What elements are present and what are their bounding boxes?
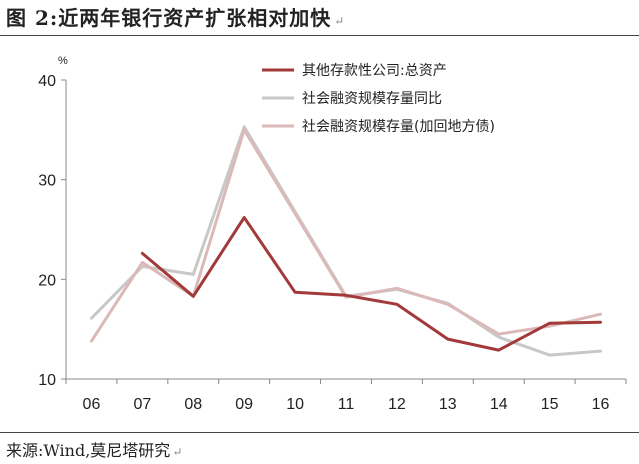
x-tick-label: 15 <box>541 396 559 413</box>
x-tick-label: 08 <box>184 396 202 413</box>
y-tick-label: 10 <box>38 372 56 389</box>
y-tick-label: 20 <box>38 272 56 289</box>
x-tick-label: 13 <box>439 396 457 413</box>
plot-area: % 10 20 30 40 06 07 08 09 10 11 12 13 14 15 16 <box>38 55 627 413</box>
legend-label-3: 社会融资规模存量(加回地方债) <box>302 119 495 135</box>
y-axis-ticks: 10 20 30 40 <box>38 73 66 389</box>
x-tick-label: 12 <box>388 396 406 413</box>
paragraph-mark-icon: ↵ <box>334 14 346 28</box>
y-tick-label: 30 <box>38 173 56 190</box>
y-tick-label: 40 <box>38 73 56 90</box>
series-line-3 <box>90 128 602 343</box>
x-tick-label: 09 <box>235 396 253 413</box>
x-tick-label: 16 <box>592 396 610 413</box>
top-divider <box>0 35 639 36</box>
figure-title-text: 图 2:近两年银行资产扩张相对加快 <box>6 6 332 30</box>
line-chart: % 10 20 30 40 06 07 08 09 10 11 12 13 14 15 16 其他存款性公… <box>38 55 627 413</box>
figure-source-text: 来源:Wind,莫尼塔研究 <box>6 441 171 460</box>
x-tick-label: 10 <box>286 396 304 413</box>
x-tick-label: 06 <box>83 396 101 413</box>
x-axis-ticks: 06 07 08 09 10 11 12 13 14 15 16 <box>65 379 627 413</box>
series-line-2 <box>90 125 602 357</box>
x-tick-label: 11 <box>338 396 355 413</box>
x-tick-label: 14 <box>490 396 508 413</box>
series-lines <box>90 125 602 357</box>
figure-title: 图 2:近两年银行资产扩张相对加快 ↵ <box>6 2 345 31</box>
y-axis-unit-label: % <box>58 55 68 67</box>
legend-label-2: 社会融资规模存量同比 <box>302 91 442 107</box>
legend-label-1: 其他存款性公司:总资产 <box>302 63 447 79</box>
bottom-divider <box>0 432 639 433</box>
paragraph-mark-icon: ↵ <box>172 445 183 459</box>
series-line-1 <box>140 216 602 352</box>
x-tick-label: 07 <box>133 396 151 413</box>
figure-source: 来源:Wind,莫尼塔研究 ↵ <box>6 437 182 461</box>
